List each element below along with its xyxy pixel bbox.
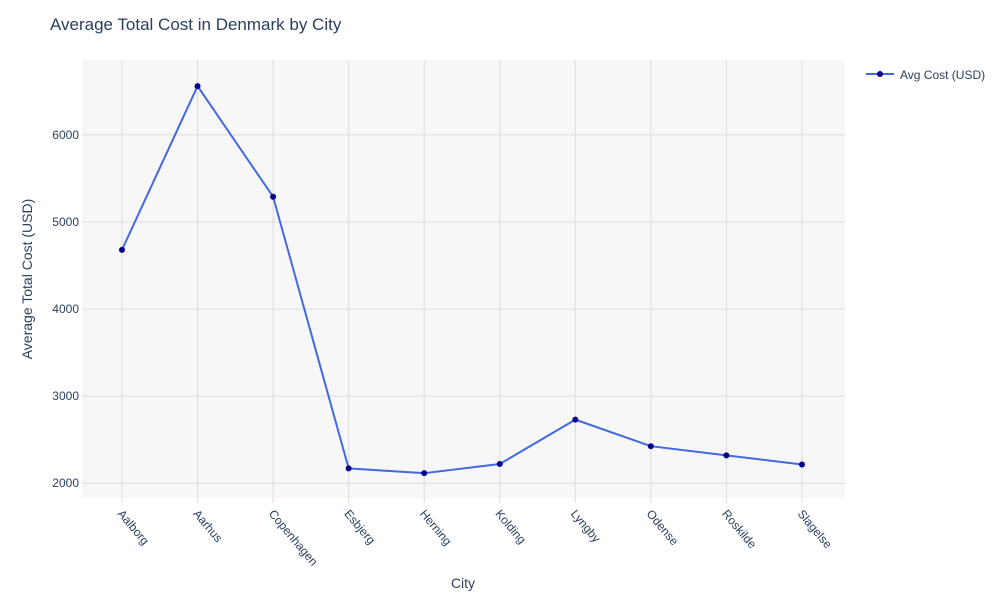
x-tick-label: Roskilde (719, 507, 760, 552)
series-line (121, 85, 803, 475)
data-point[interactable] (270, 193, 277, 200)
data-point[interactable] (798, 461, 805, 468)
data-point[interactable] (647, 443, 654, 450)
y-tick-label: 3000 (52, 389, 79, 403)
y-tick-label: 6000 (52, 128, 79, 142)
data-point[interactable] (421, 470, 428, 477)
x-tick-label: Slagelse (795, 507, 836, 552)
chart-title: Average Total Cost in Denmark by City (50, 15, 342, 34)
legend[interactable]: Avg Cost (USD) (866, 68, 985, 82)
x-tick-label: Lyngby (568, 507, 603, 545)
x-tick-label: Aarhus (190, 507, 225, 545)
series-layer (119, 83, 805, 477)
x-tick-label: Aalborg (115, 507, 152, 548)
data-point[interactable] (345, 465, 352, 472)
x-tick-label: Esbjerg (341, 507, 378, 547)
data-point[interactable] (723, 452, 730, 459)
gridlines (82, 60, 845, 498)
x-tick-label: Copenhagen (266, 507, 321, 569)
legend-label: Avg Cost (USD) (900, 68, 985, 82)
y-axis-ticks: 2000 3000 4000 5000 6000 (52, 128, 79, 490)
plot-area (82, 60, 845, 498)
y-tick-label: 2000 (52, 476, 79, 490)
x-tick-label: Herning (417, 507, 455, 548)
x-tick-label: Odense (644, 507, 682, 548)
data-point[interactable] (496, 461, 503, 468)
data-point[interactable] (572, 416, 579, 423)
x-axis-ticks: Aalborg Aarhus Copenhagen Esbjerg Herning Kol… (115, 498, 835, 569)
y-tick-label: 4000 (52, 302, 79, 316)
x-tick-label: Kolding (492, 507, 528, 547)
y-tick-label: 5000 (52, 215, 79, 229)
x-axis-title: City (451, 575, 475, 591)
data-point[interactable] (119, 246, 125, 253)
legend-marker-swatch (877, 71, 883, 77)
y-axis-title: Average Total Cost (USD) (19, 199, 35, 360)
data-point[interactable] (194, 83, 201, 90)
